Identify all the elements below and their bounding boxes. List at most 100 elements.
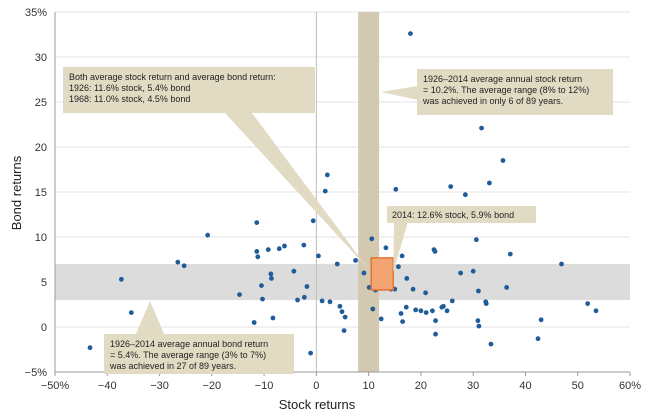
- data-point: [473, 237, 479, 243]
- data-point: [458, 270, 464, 276]
- data-point: [559, 261, 564, 267]
- data-point: [398, 311, 404, 316]
- x-tick-label: 10: [363, 380, 375, 392]
- annotation-bond-average-line: = 5.4%. The average range (3% to 7%): [110, 350, 266, 360]
- data-point: [181, 263, 187, 269]
- annotation-bond-average-box: [104, 334, 294, 374]
- data-point: [259, 283, 264, 288]
- data-point: [291, 268, 297, 274]
- x-tick-label: 50: [572, 380, 584, 392]
- data-point: [324, 172, 330, 178]
- data-point: [334, 261, 340, 267]
- data-point: [342, 314, 348, 320]
- data-point: [462, 192, 468, 198]
- y-tick-label: 20: [35, 142, 47, 154]
- y-tick-labels: −5% 0 5 10 15 20 25 30 35%: [25, 7, 48, 379]
- data-point: [339, 309, 345, 315]
- data-point: [378, 316, 384, 322]
- data-point: [507, 251, 513, 257]
- annotation-stock-average-line: was achieved in only 6 of 89 years.: [422, 96, 563, 106]
- data-point: [268, 271, 274, 277]
- data-point: [337, 303, 343, 309]
- data-point: [479, 125, 484, 131]
- data-point: [295, 297, 300, 303]
- data-point: [310, 218, 316, 224]
- y-tick-label: 35%: [25, 7, 47, 19]
- highlight-2014: [370, 257, 394, 291]
- data-point: [488, 341, 494, 347]
- data-point: [399, 253, 405, 259]
- y-tick-label: −5%: [25, 367, 48, 379]
- data-point: [504, 285, 510, 290]
- x-tick-labels: −50% −40 −30 −20 −10 0 10 20 30 40 50 60%: [41, 380, 641, 392]
- data-point: [423, 290, 429, 296]
- annotation-stock-average: 1926–2014 average annual stock return= 1…: [381, 69, 613, 115]
- data-point: [327, 299, 333, 305]
- annotation-both-averages-line: 1968: 11.0% stock, 4.5% bond: [69, 94, 190, 104]
- annotation-bond-average-line: was achieved in 27 of 89 years.: [109, 361, 236, 371]
- highlight-box: [370, 257, 394, 291]
- x-tick-label: −30: [150, 380, 169, 392]
- data-point: [486, 180, 492, 186]
- data-point: [413, 307, 419, 313]
- stock-average-range-band: [358, 12, 380, 372]
- data-point: [432, 249, 438, 254]
- data-point: [475, 318, 481, 324]
- data-point: [260, 296, 265, 302]
- data-point: [301, 294, 307, 300]
- data-point: [500, 158, 506, 163]
- data-point: [383, 245, 389, 251]
- data-point: [449, 298, 455, 304]
- data-point: [448, 184, 454, 190]
- data-point: [265, 247, 271, 253]
- annotation-both-averages-line: Both average stock return and average bo…: [69, 72, 276, 82]
- data-point: [593, 308, 599, 314]
- annotation-bond-average: 1926–2014 average annual bond return= 5.…: [104, 301, 294, 374]
- x-tick-label: 40: [519, 380, 531, 392]
- annotation-2014: 2014: 12.6% stock, 5.9% bond: [387, 206, 536, 272]
- data-point: [393, 186, 399, 192]
- data-point: [370, 306, 376, 312]
- x-tick-label: 20: [415, 380, 427, 392]
- data-point: [585, 301, 591, 306]
- annotations: Both average stock return and average bo…: [63, 67, 613, 374]
- data-point: [118, 276, 124, 282]
- data-point: [308, 350, 314, 356]
- x-tick-label: −50%: [41, 380, 70, 392]
- annotation-2014-pointer: [393, 222, 408, 272]
- y-axis-title: Bond returns: [9, 155, 24, 230]
- bond-average-range-band: [55, 264, 630, 300]
- data-point: [476, 323, 482, 329]
- data-point: [404, 276, 410, 281]
- x-tick-label: 60%: [619, 380, 641, 392]
- annotation-both-averages: Both average stock return and average bo…: [63, 67, 369, 269]
- y-tick-label: 30: [35, 52, 47, 64]
- y-tick-label: 25: [35, 97, 47, 109]
- data-point: [444, 308, 450, 314]
- annotation-bond-average-line: 1926–2014 average annual bond return: [110, 339, 268, 349]
- data-point: [410, 286, 416, 292]
- y-tick-label: 15: [35, 187, 47, 199]
- data-point: [538, 317, 544, 323]
- annotation-stock-average-pointer: [381, 85, 423, 101]
- data-point: [254, 220, 260, 226]
- x-tick-label: 30: [467, 380, 479, 392]
- data-point: [366, 285, 372, 290]
- data-point: [400, 319, 406, 324]
- data-point: [316, 253, 321, 259]
- data-point: [440, 303, 446, 309]
- y-tick-label: 5: [41, 277, 47, 289]
- data-point: [319, 298, 325, 304]
- data-point: [301, 242, 307, 248]
- data-point: [361, 270, 367, 276]
- data-point: [341, 328, 347, 333]
- data-point: [353, 258, 358, 263]
- data-point: [254, 249, 260, 254]
- data-point: [476, 288, 481, 294]
- y-tick-label: 0: [41, 322, 47, 334]
- annotation-both-averages-box: [63, 67, 315, 113]
- data-point: [423, 310, 429, 315]
- data-point: [276, 246, 282, 252]
- data-point: [535, 336, 541, 342]
